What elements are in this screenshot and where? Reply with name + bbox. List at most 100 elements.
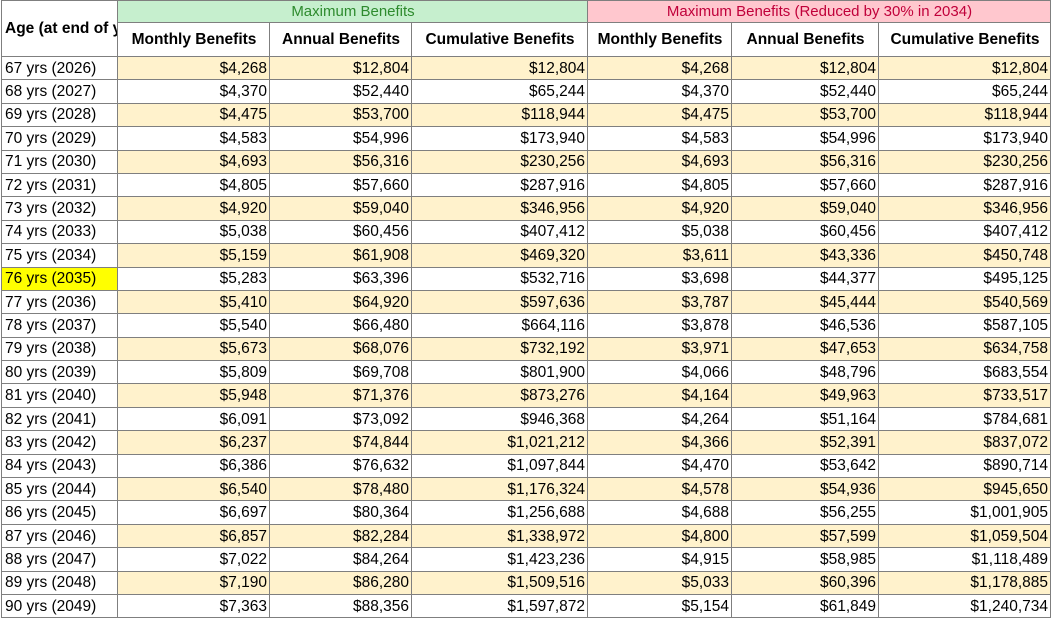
cumulative-max-cell: $532,716 bbox=[411, 266, 588, 291]
annual-reduced-cell: $60,456 bbox=[731, 219, 879, 245]
table-row: 82 yrs (2041) $6,091 $73,092 $946,368 $4,264… bbox=[1, 406, 1051, 432]
table-row: 83 yrs (2042) $6,237 $74,844 $1,021,212 $4,3… bbox=[1, 430, 1051, 455]
table-row: 68 yrs (2027) $4,370 $52,440 $65,244 $4,370 $… bbox=[1, 79, 1051, 104]
table-row: 75 yrs (2034) $5,159 $61,908 $469,320 $3,611… bbox=[1, 243, 1051, 268]
monthly-max-cell: $6,540 bbox=[117, 477, 270, 502]
cumulative-reduced-cell: $945,650 bbox=[878, 477, 1051, 502]
age-cell: 73 yrs (2032) bbox=[1, 196, 118, 221]
age-cell: 88 yrs (2047) bbox=[1, 547, 118, 572]
cumulative-reduced-cell: $784,681 bbox=[878, 406, 1051, 432]
annual-reduced-cell: $52,391 bbox=[731, 430, 879, 455]
annual-reduced-cell: $47,653 bbox=[731, 336, 879, 362]
monthly-reduced-cell: $4,470 bbox=[587, 453, 732, 479]
monthly-reduced-cell: $4,164 bbox=[587, 383, 732, 408]
annual-reduced-cell: $52,440 bbox=[731, 79, 879, 104]
age-cell: 85 yrs (2044) bbox=[1, 477, 118, 502]
annual-reduced-cell: $53,642 bbox=[731, 453, 879, 479]
cumulative-reduced-cell: $287,916 bbox=[878, 172, 1051, 198]
annual-max-cell: $57,660 bbox=[269, 172, 412, 198]
annual-reduced-cell: $57,660 bbox=[731, 172, 879, 198]
monthly-max-cell: $4,805 bbox=[117, 172, 270, 198]
age-cell: 80 yrs (2039) bbox=[1, 360, 118, 385]
monthly-reduced-cell: $5,033 bbox=[587, 570, 732, 595]
annual-reduced-cell: $54,996 bbox=[731, 126, 879, 151]
age-cell: 83 yrs (2042) bbox=[1, 430, 118, 455]
cumulative-max-cell: $1,097,844 bbox=[411, 453, 588, 479]
age-cell: 90 yrs (2049) bbox=[1, 593, 118, 619]
annual-max-cell: $76,632 bbox=[269, 453, 412, 479]
monthly-reduced-cell: $3,971 bbox=[587, 336, 732, 362]
annual-max-cell: $68,076 bbox=[269, 336, 412, 362]
monthly-reduced-cell: $3,698 bbox=[587, 266, 732, 291]
table-row: 81 yrs (2040) $5,948 $71,376 $873,276 $4,164… bbox=[1, 383, 1051, 408]
age-cell: 74 yrs (2033) bbox=[1, 219, 118, 245]
annual-max-cell: $12,804 bbox=[269, 55, 412, 81]
table-row: 67 yrs (2026) $4,268 $12,804 $12,804 $4,268 $… bbox=[1, 55, 1051, 81]
cumulative-max-cell: $801,900 bbox=[411, 360, 588, 385]
age-cell: 87 yrs (2046) bbox=[1, 523, 118, 549]
monthly-max-cell: $4,920 bbox=[117, 196, 270, 221]
cumulative-reduced-cell: $118,944 bbox=[878, 102, 1051, 128]
monthly-reduced-cell: $4,800 bbox=[587, 523, 732, 549]
cumulative-reduced-cell: $65,244 bbox=[878, 79, 1051, 104]
monthly-reduced-cell: $4,366 bbox=[587, 430, 732, 455]
annual-max-cell: $53,700 bbox=[269, 102, 412, 128]
monthly-reduced-cell: $4,583 bbox=[587, 126, 732, 151]
age-cell: 89 yrs (2048) bbox=[1, 570, 118, 595]
monthly-max-cell: $5,410 bbox=[117, 289, 270, 315]
table-row: 73 yrs (2032) $4,920 $59,040 $346,956 $4,920… bbox=[1, 196, 1051, 221]
annual-max-cell: $88,356 bbox=[269, 593, 412, 619]
annual-reduced-cell: $44,377 bbox=[731, 266, 879, 291]
cumulative-max-cell: $12,804 bbox=[411, 55, 588, 81]
cumulative-reduced-cell: $407,412 bbox=[878, 219, 1051, 245]
col-header-monthly-max: Monthly Benefits bbox=[117, 22, 270, 57]
age-cell: 76 yrs (2035) bbox=[1, 266, 118, 291]
table-body: 67 yrs (2026) $4,268 $12,804 $12,804 $4,268 $… bbox=[1, 55, 1051, 619]
age-cell: 79 yrs (2038) bbox=[1, 336, 118, 362]
monthly-reduced-cell: $4,475 bbox=[587, 102, 732, 128]
table-row: 78 yrs (2037) $5,540 $66,480 $664,116 $3,878… bbox=[1, 313, 1051, 338]
monthly-max-cell: $7,363 bbox=[117, 593, 270, 619]
monthly-reduced-cell: $4,066 bbox=[587, 360, 732, 385]
monthly-reduced-cell: $4,370 bbox=[587, 79, 732, 104]
annual-max-cell: $61,908 bbox=[269, 243, 412, 268]
cumulative-reduced-cell: $1,178,885 bbox=[878, 570, 1051, 595]
monthly-max-cell: $4,693 bbox=[117, 149, 270, 174]
cumulative-reduced-cell: $1,059,504 bbox=[878, 523, 1051, 549]
table-header: Age (at end of year) Maximum Benefits Ma… bbox=[1, 0, 1051, 57]
age-cell: 81 yrs (2040) bbox=[1, 383, 118, 408]
cumulative-max-cell: $1,176,324 bbox=[411, 477, 588, 502]
table-row: 86 yrs (2045) $6,697 $80,364 $1,256,688 $4,6… bbox=[1, 500, 1051, 525]
monthly-reduced-cell: $4,920 bbox=[587, 196, 732, 221]
annual-max-cell: $52,440 bbox=[269, 79, 412, 104]
cumulative-reduced-cell: $173,940 bbox=[878, 126, 1051, 151]
age-cell: 67 yrs (2026) bbox=[1, 55, 118, 81]
col-header-annual-max: Annual Benefits bbox=[269, 22, 412, 57]
monthly-reduced-cell: $3,878 bbox=[587, 313, 732, 338]
annual-reduced-cell: $54,936 bbox=[731, 477, 879, 502]
age-column-header: Age (at end of year) bbox=[1, 0, 118, 57]
cumulative-max-cell: $65,244 bbox=[411, 79, 588, 104]
age-cell: 84 yrs (2043) bbox=[1, 453, 118, 479]
monthly-reduced-cell: $3,611 bbox=[587, 243, 732, 268]
monthly-max-cell: $4,268 bbox=[117, 55, 270, 81]
annual-reduced-cell: $46,536 bbox=[731, 313, 879, 338]
monthly-reduced-cell: $5,154 bbox=[587, 593, 732, 619]
cumulative-reduced-cell: $1,118,489 bbox=[878, 547, 1051, 572]
table-row: 76 yrs (2035) $5,283 $63,396 $532,716 $3,698… bbox=[1, 266, 1051, 291]
annual-reduced-cell: $12,804 bbox=[731, 55, 879, 81]
annual-max-cell: $82,284 bbox=[269, 523, 412, 549]
monthly-max-cell: $6,697 bbox=[117, 500, 270, 525]
cumulative-reduced-cell: $12,804 bbox=[878, 55, 1051, 81]
col-header-monthly-reduced: Monthly Benefits bbox=[587, 22, 732, 57]
cumulative-max-cell: $469,320 bbox=[411, 243, 588, 268]
table-row: 69 yrs (2028) $4,475 $53,700 $118,944 $4,475… bbox=[1, 102, 1051, 128]
age-cell: 72 yrs (2031) bbox=[1, 172, 118, 198]
table-row: 90 yrs (2049) $7,363 $88,356 $1,597,872 $5,1… bbox=[1, 593, 1051, 619]
annual-max-cell: $64,920 bbox=[269, 289, 412, 315]
annual-reduced-cell: $56,316 bbox=[731, 149, 879, 174]
annual-max-cell: $54,996 bbox=[269, 126, 412, 151]
monthly-max-cell: $7,022 bbox=[117, 547, 270, 572]
cumulative-max-cell: $1,597,872 bbox=[411, 593, 588, 619]
